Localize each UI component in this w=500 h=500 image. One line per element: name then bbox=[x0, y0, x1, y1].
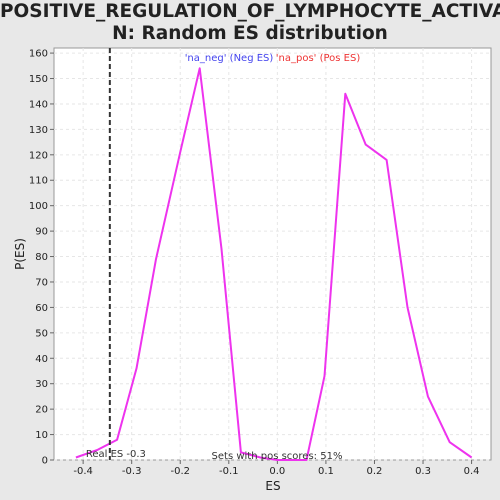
y-tick-label: 40 bbox=[35, 354, 48, 365]
legend-neg-es: 'na_neg' (Neg ES) bbox=[185, 53, 274, 64]
x-tick-label: 0.2 bbox=[367, 466, 383, 477]
y-tick-label: 0 bbox=[42, 456, 48, 467]
x-tick-label: -0.3 bbox=[122, 466, 142, 477]
x-tick-label: -0.4 bbox=[73, 466, 93, 477]
legend-pos-es: 'na_pos' (Pos ES) bbox=[276, 53, 361, 64]
y-tick-label: 50 bbox=[35, 328, 48, 339]
x-axis-label: ES bbox=[265, 479, 280, 493]
es-distribution-line bbox=[75, 67, 473, 461]
x-tick-label: -0.2 bbox=[170, 466, 190, 477]
chart-title: POSITIVE_REGULATION_OF_LYMPHOCYTE_ACTIVA… bbox=[0, 1, 500, 44]
x-tick-label: -0.1 bbox=[219, 466, 239, 477]
y-tick-label: 10 bbox=[35, 430, 48, 441]
y-tick-label: 130 bbox=[29, 125, 48, 136]
y-tick-label: 60 bbox=[35, 303, 48, 314]
x-tick-label: 0.1 bbox=[318, 466, 334, 477]
y-tick-label: 120 bbox=[29, 150, 48, 161]
y-tick-label: 30 bbox=[35, 379, 48, 390]
y-tick-label: 70 bbox=[35, 277, 48, 288]
x-tick-label: 0.4 bbox=[464, 466, 480, 477]
plot-area bbox=[53, 47, 492, 461]
y-tick-label: 150 bbox=[29, 74, 48, 85]
y-tick-label: 110 bbox=[29, 176, 48, 187]
y-tick-label: 20 bbox=[35, 405, 48, 416]
x-tick-label: 0.3 bbox=[415, 466, 431, 477]
y-tick-label: 90 bbox=[35, 227, 48, 238]
y-tick-label: 140 bbox=[29, 99, 48, 110]
x-tick-label: 0.0 bbox=[269, 466, 285, 477]
y-tick-label: 160 bbox=[29, 49, 48, 60]
real-es-label: Real ES -0.3 bbox=[86, 449, 146, 460]
y-tick-label: 80 bbox=[35, 252, 48, 263]
pos-score-annotation: Sets with pos scores: 51% bbox=[212, 451, 343, 462]
y-tick-label: 100 bbox=[29, 201, 48, 212]
y-axis-label: P(ES) bbox=[13, 238, 27, 270]
